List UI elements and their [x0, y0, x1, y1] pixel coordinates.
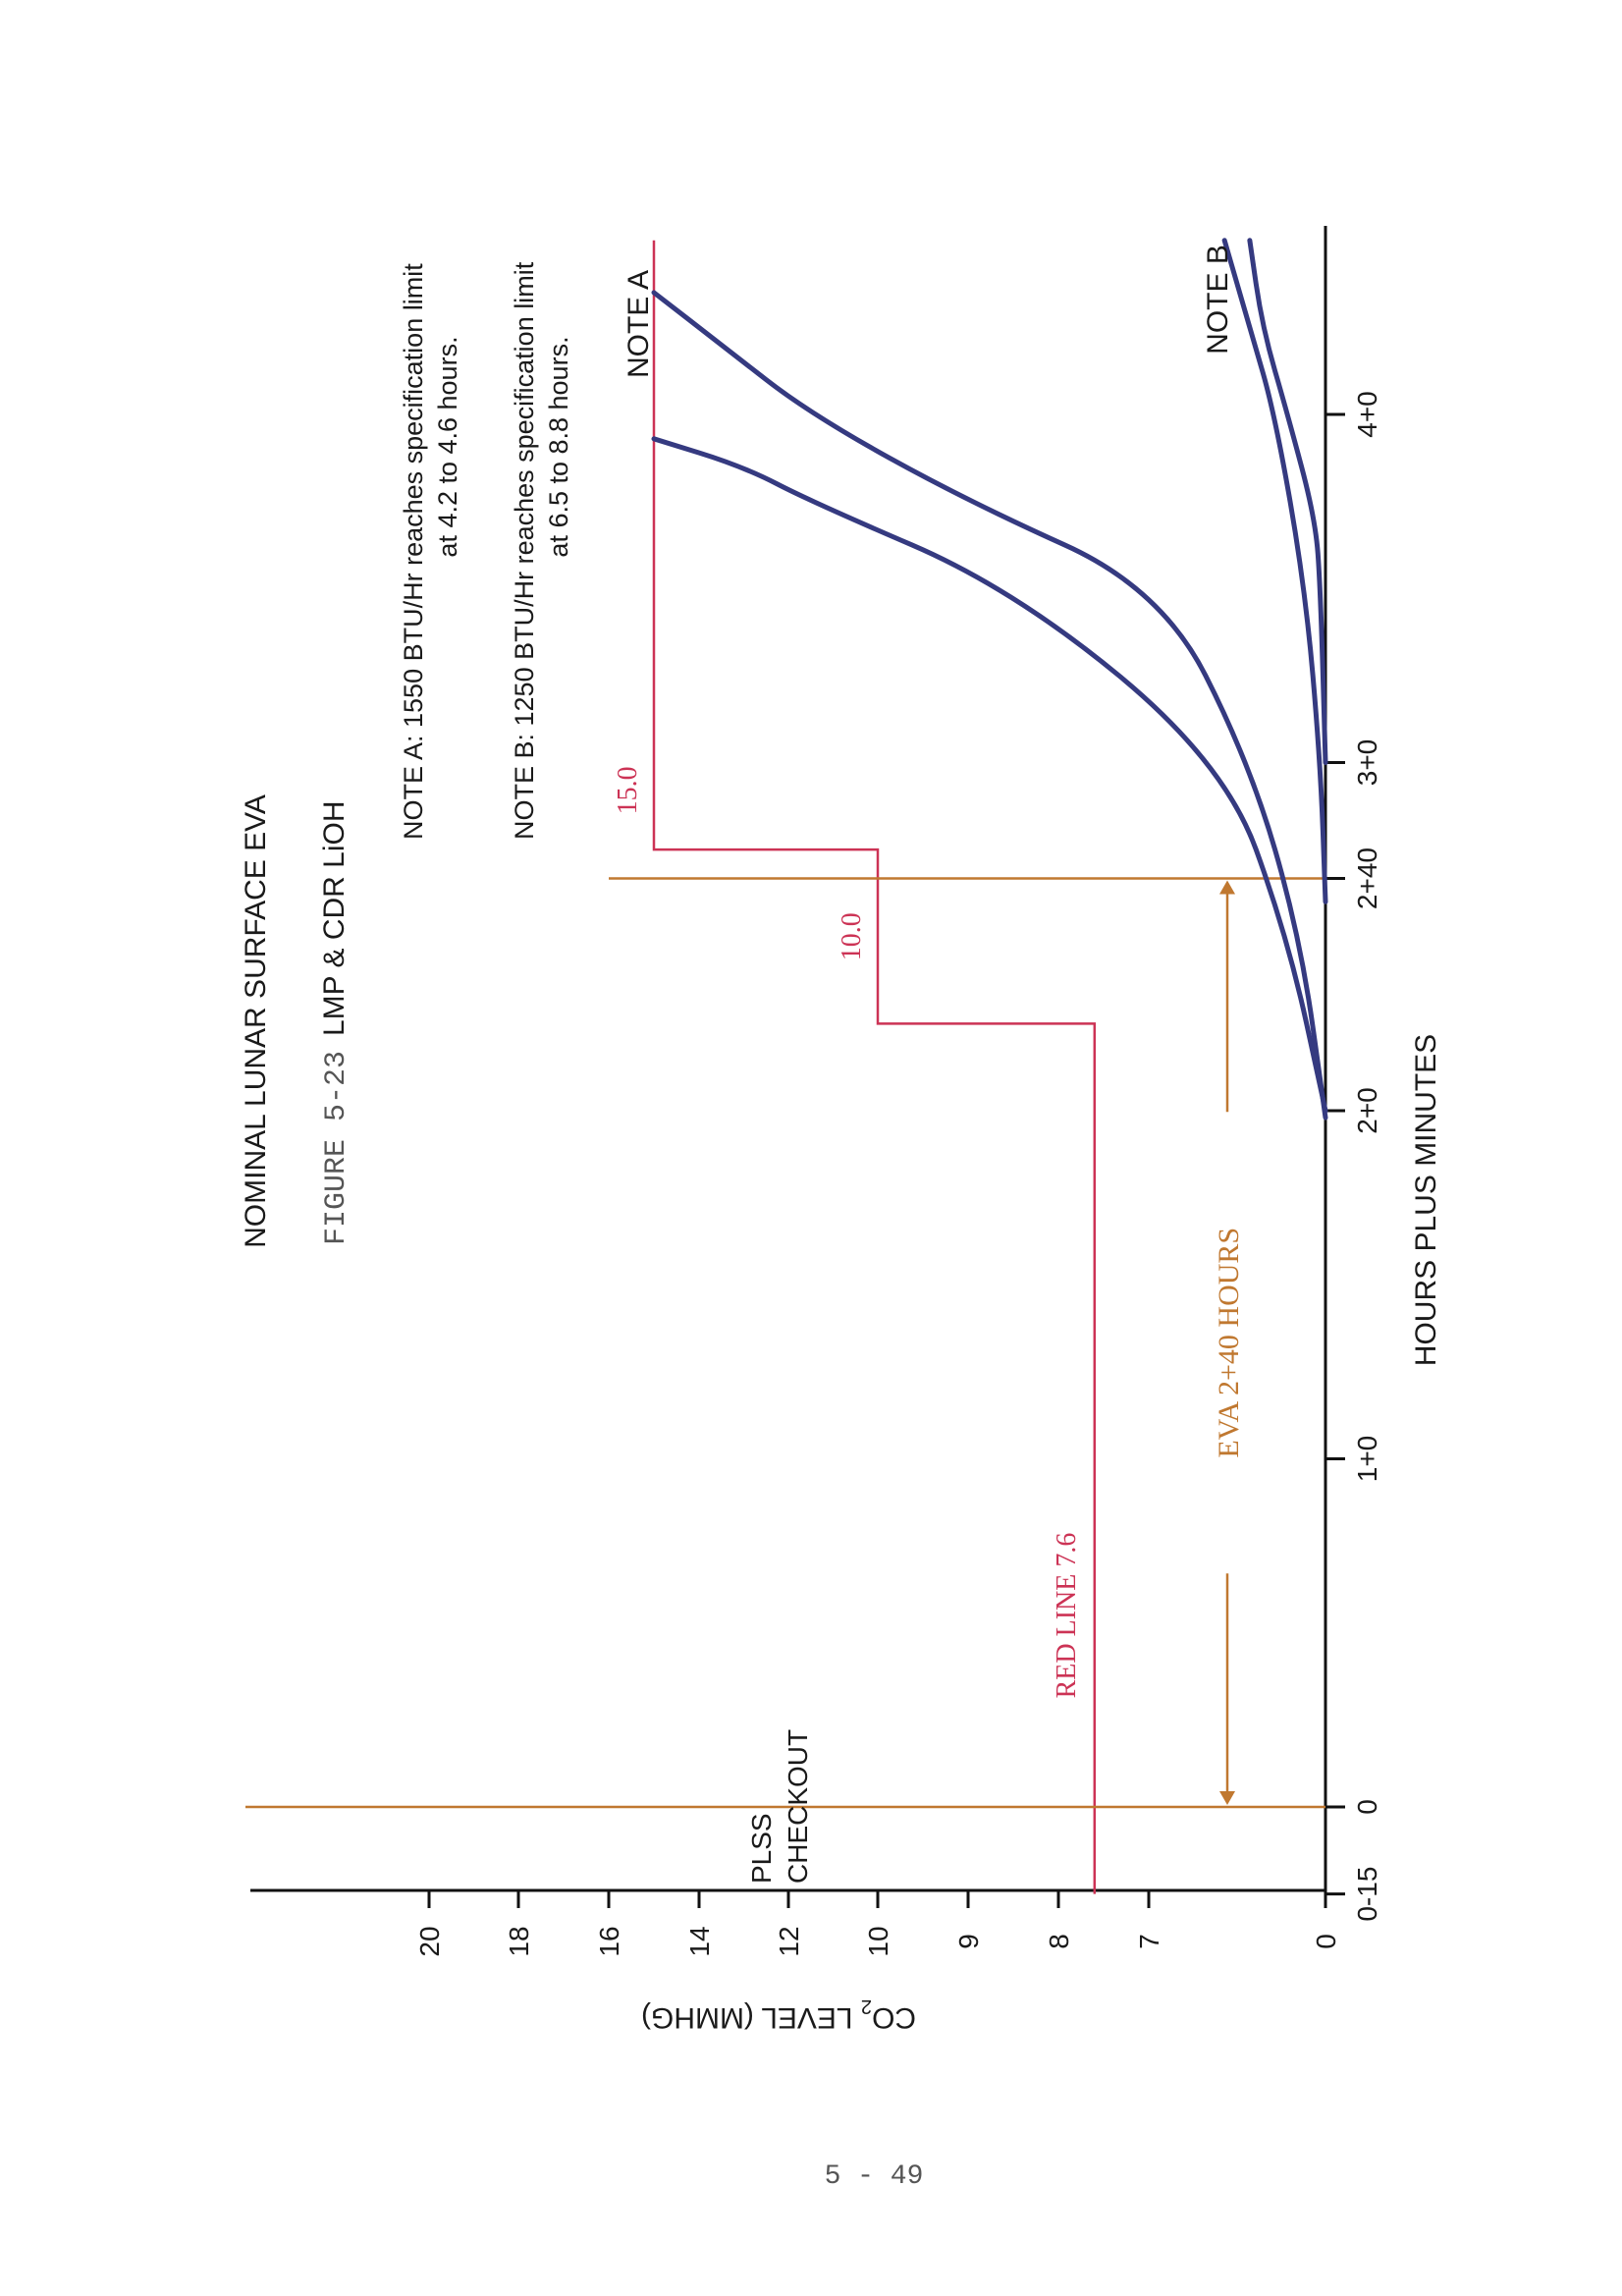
y-axis-title-sub: 2 [861, 1995, 872, 2017]
co2-curve [1247, 238, 1328, 765]
y-axis-title-rest: LEVEL (MMHG) [641, 2001, 861, 2034]
y-axis-title-co: CO [872, 2001, 916, 2034]
x-tick-label: 1+0 [1352, 1436, 1382, 1483]
checkout-label: CHECKOUT [783, 1729, 813, 1884]
figure-label: FIGURE 5-23 [320, 1051, 353, 1245]
x-axis-title: HOURS PLUS MINUTES [1410, 1034, 1442, 1366]
red-line-label: 15.0 [613, 766, 643, 814]
red-line-limits: RED LINE 7.6 10.0 15.0 [613, 240, 1097, 1894]
figure-subtitle: LMP & CDR LiOH [318, 800, 351, 1036]
red-line-step [652, 240, 1097, 1894]
co2-curve [651, 436, 1328, 1114]
x-tick-label: 2+0 [1352, 1087, 1382, 1134]
x-tick-label: 0-15 [1352, 1867, 1382, 1922]
co2-curve [1221, 238, 1328, 904]
figure-title-main: NOMINAL LUNAR SURFACE EVA [240, 794, 272, 1248]
y-tick-label: 10 [863, 1926, 893, 1956]
axes: 0-15 0 1+0 2+0 2+40 3+0 4+0 0 7 8 9 10 12 14 16 18 20 [250, 226, 1382, 1957]
note-a-line1: NOTE A: 1550 BTU/Hr reaches specificatio… [399, 263, 428, 840]
eva-arrow-head [1219, 1791, 1235, 1805]
y-axis-title: CO2 LEVEL (MMHG) [641, 1995, 916, 2034]
eva-markers: PLSS CHECKOUT EVA 2+40 HOURS [245, 877, 1325, 1884]
plss-label: PLSS [746, 1813, 777, 1884]
note-b-line2: at 6.5 to 8.8 hours. [544, 336, 573, 557]
y-tick-label: 16 [594, 1926, 624, 1956]
x-tick-label: 2+40 [1352, 847, 1382, 909]
y-tick-label: 20 [414, 1926, 445, 1956]
y-tick-label: 18 [504, 1926, 534, 1956]
y-tick-label: 14 [684, 1926, 715, 1956]
x-tick-label: 0 [1352, 1799, 1382, 1815]
note-a-line2: at 4.2 to 4.6 hours. [433, 336, 462, 557]
eva-arrow-head [1219, 880, 1235, 895]
note-b-label: NOTE B [1202, 245, 1234, 355]
page-number: 5 - 49 [825, 2161, 924, 2192]
red-line-label: RED LINE 7.6 [1052, 1533, 1082, 1699]
note-a-label: NOTE A [622, 270, 655, 378]
y-tick-label: 12 [774, 1926, 804, 1956]
y-tick-label: 9 [953, 1934, 984, 1949]
eva-duration-label: EVA 2+40 HOURS [1213, 1228, 1245, 1458]
note-b-line1: NOTE B: 1250 BTU/Hr reaches specificatio… [510, 261, 539, 840]
y-tick-label: 0 [1311, 1934, 1341, 1949]
red-line-label: 10.0 [837, 912, 867, 960]
y-tick-label: 7 [1134, 1934, 1164, 1949]
co2-curve [651, 290, 1328, 1121]
co2-curves: NOTE A NOTE B [622, 238, 1328, 1121]
x-tick-label: 3+0 [1352, 739, 1382, 787]
y-tick-label: 8 [1044, 1934, 1074, 1949]
x-tick-label: 4+0 [1352, 391, 1382, 438]
